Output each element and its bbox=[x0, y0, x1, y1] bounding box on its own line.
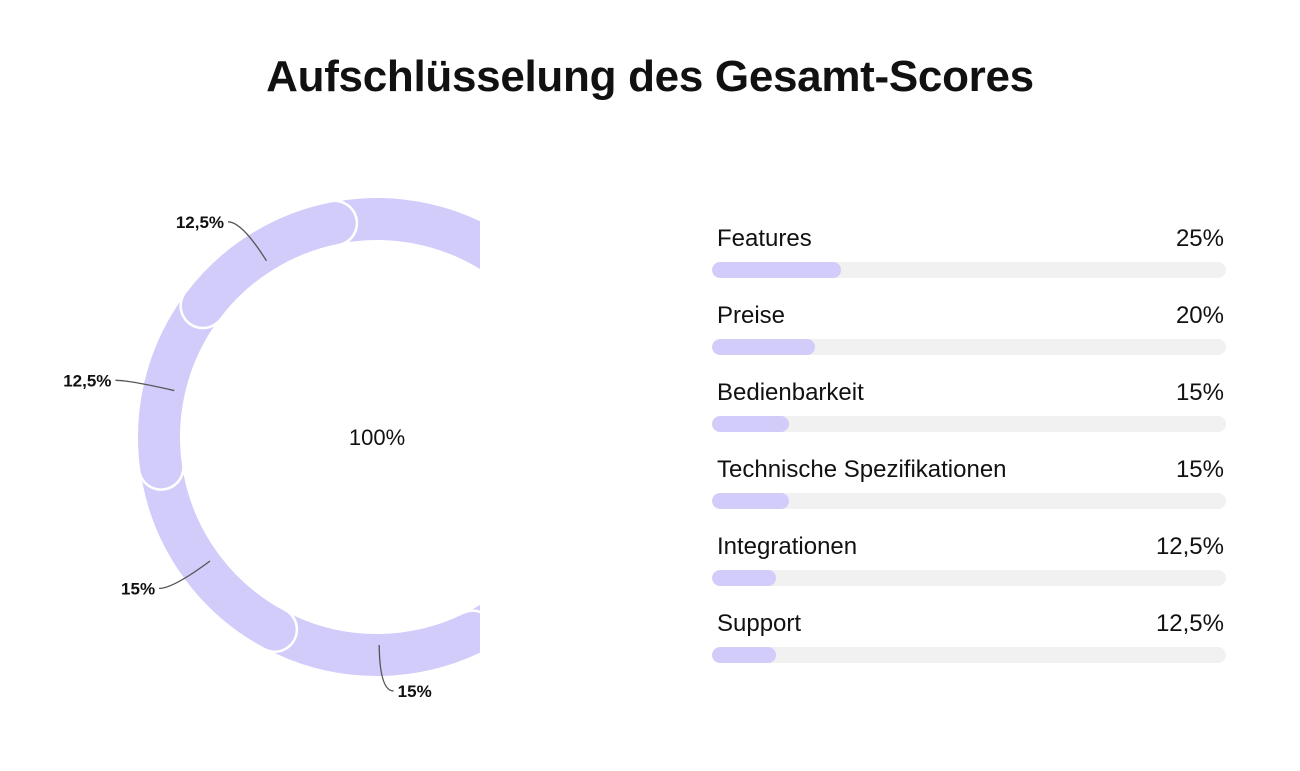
breakdown-row: Integrationen 12,5% bbox=[712, 530, 1226, 607]
chart-title: Aufschlüsselung des Gesamt-Scores bbox=[266, 52, 1034, 101]
breakdown-value-label: 15% bbox=[1175, 456, 1224, 483]
breakdown-category-label: Technische Spezifikationen bbox=[717, 456, 1007, 483]
breakdown-value-label: 12,5% bbox=[1155, 610, 1224, 637]
breakdown-bar-track bbox=[712, 339, 1226, 355]
breakdown-value-label: 20% bbox=[1175, 302, 1224, 329]
breakdown-bar-track bbox=[712, 570, 1226, 586]
donut-slice-label: 12,5% bbox=[63, 371, 111, 390]
breakdown-bar bbox=[712, 570, 777, 586]
donut-segment bbox=[325, 198, 480, 270]
breakdown-bar-track bbox=[712, 262, 1226, 278]
breakdown-bar bbox=[712, 493, 790, 509]
breakdown-category-label: Integrationen bbox=[717, 533, 858, 560]
breakdown-row: Bedienbarkeit 15% bbox=[712, 376, 1226, 453]
breakdown-value-label: 25% bbox=[1175, 225, 1224, 252]
breakdown-category-label: Preise bbox=[717, 302, 786, 329]
breakdown-row: Features 25% bbox=[712, 222, 1226, 299]
donut-slice-label: 12,5% bbox=[176, 213, 224, 232]
breakdown-bar-track bbox=[712, 647, 1226, 663]
breakdown-bar bbox=[712, 416, 790, 432]
donut-leader-line bbox=[115, 379, 175, 392]
donut-leader-line bbox=[159, 560, 211, 590]
donut-segment bbox=[181, 202, 356, 327]
donut-chart: 25%20%15%15%12,5%12,5%100% bbox=[63, 195, 480, 701]
breakdown-row: Technische Spezifikationen 15% bbox=[712, 453, 1226, 530]
breakdown-row: Preise 20% bbox=[712, 299, 1226, 376]
breakdown-category-label: Features bbox=[717, 225, 812, 252]
breakdown-bar-track bbox=[712, 493, 1226, 509]
breakdown-category-label: Support bbox=[717, 610, 802, 637]
donut-slice-label: 15% bbox=[121, 579, 155, 598]
breakdown-value-label: 12,5% bbox=[1155, 533, 1224, 560]
score-breakdown-list: Features 25% Preise 20% Bedienbarkeit 15% Tech… bbox=[712, 222, 1226, 684]
breakdown-bar-track bbox=[712, 416, 1226, 432]
breakdown-row: Support 12,5% bbox=[712, 607, 1226, 684]
breakdown-value-label: 15% bbox=[1175, 379, 1224, 406]
donut-leader-line bbox=[227, 221, 268, 262]
breakdown-bar bbox=[712, 262, 841, 278]
breakdown-bar bbox=[712, 339, 815, 355]
donut-slice-label: 15% bbox=[398, 682, 432, 701]
breakdown-category-label: Bedienbarkeit bbox=[717, 379, 864, 406]
donut-center-label: 100% bbox=[349, 425, 405, 450]
breakdown-bar bbox=[712, 647, 777, 663]
donut-segment bbox=[138, 294, 217, 489]
donut-leader-line bbox=[378, 644, 394, 692]
